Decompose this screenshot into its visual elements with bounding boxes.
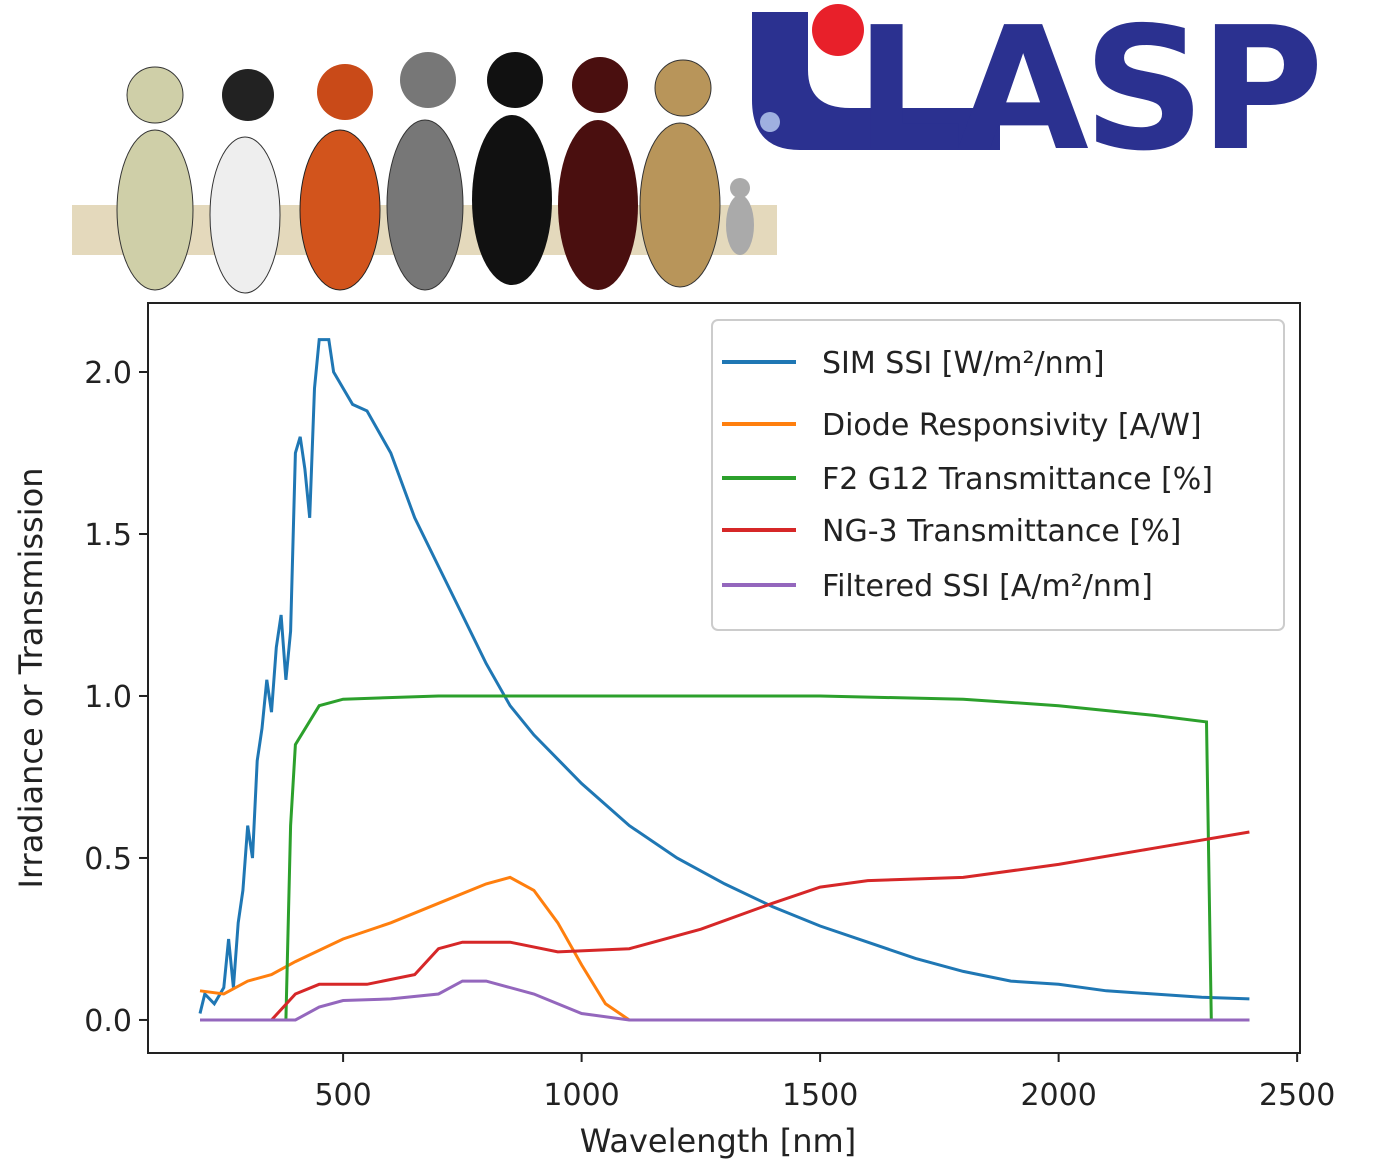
x-tick-label: 500 (314, 1078, 371, 1113)
legend-label: Diode Responsivity [A/W] (822, 408, 1202, 443)
series-line (198, 338, 1250, 1014)
y-tick-label: 1.5 (84, 518, 132, 553)
decoration: LASP (72, 0, 1324, 294)
y-tick-label: 2.0 (84, 356, 132, 391)
series-line (200, 830, 1250, 1022)
x-tick-label: 2000 (1020, 1078, 1096, 1113)
legend-label: Filtered SSI [A/m²/nm] (822, 569, 1153, 604)
legend-label: SIM SSI [W/m²/nm] (822, 346, 1105, 381)
series-line (199, 875, 631, 1022)
y-tick-label: 0.5 (84, 842, 132, 877)
logo-text: LASP (855, 0, 1318, 189)
y-tick-label: 0.0 (84, 1004, 132, 1039)
y-tick-label: 1.0 (84, 680, 132, 715)
x-tick-label: 1500 (782, 1078, 858, 1113)
x-tick-label: 2500 (1259, 1078, 1335, 1113)
series-line (200, 694, 1250, 1022)
x-tick-label: 1000 (543, 1078, 619, 1113)
legend-label: F2 G12 Transmittance [%] (822, 462, 1213, 497)
logo: LASP (752, 0, 1324, 189)
cats (116, 52, 754, 294)
y-axis-label: Irradiance or Transmission (12, 468, 50, 889)
x-axis-label: Wavelength [nm] (580, 1122, 856, 1160)
logo-dot (812, 4, 864, 56)
plot: 500 1000 1500 2000 2500 0.0 0.5 1.0 1.5 2.0 Wavele… (12, 302, 1335, 1160)
logo-mark (752, 12, 1000, 150)
legend-box (711, 319, 1285, 631)
plot-frame (147, 302, 1301, 1054)
series-line (200, 979, 1250, 1022)
legend-label: NG-3 Transmittance [%] (822, 514, 1181, 549)
